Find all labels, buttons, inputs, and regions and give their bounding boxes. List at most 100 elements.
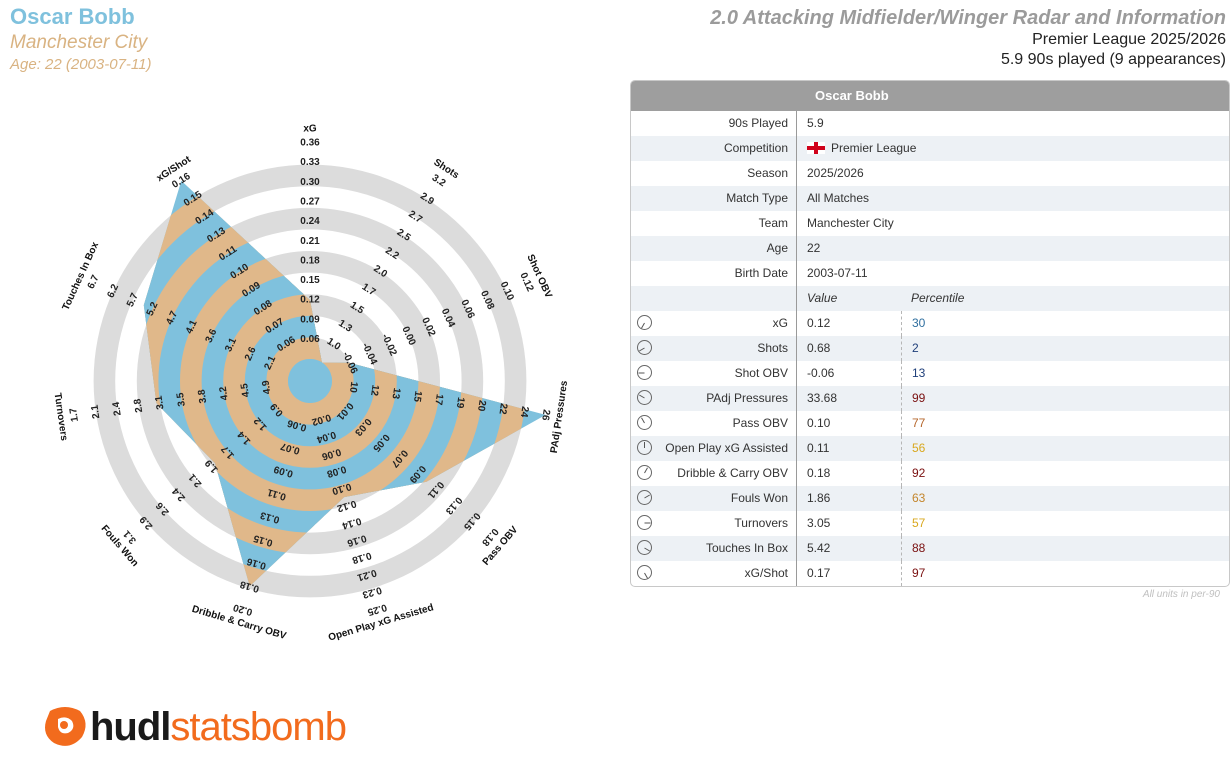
metric-row: Shots 0.68 2 [631, 336, 1229, 361]
metric-label: xG [772, 316, 788, 330]
metric-row: Shot OBV -0.06 13 [631, 361, 1229, 386]
tick-label: 17 [432, 393, 445, 406]
radar-chart: 0.06 0.09 0.12 0.15 0.18 0.21 0.24 0.27 0.30 0.33… [52, 124, 571, 644]
tick-label: 0.15 [252, 532, 274, 548]
metric-row: Open Play xG Assisted 0.11 56 [631, 436, 1229, 461]
tick-label: 0.20 [232, 601, 254, 617]
tick-label: 13 [389, 387, 402, 400]
tick-label: 6.7 [86, 273, 102, 291]
metric-percentile: 2 [901, 336, 919, 361]
clock-icon [637, 540, 652, 555]
metric-value: -0.06 [807, 366, 835, 380]
metric-percentile: 88 [901, 536, 925, 561]
metric-value: 0.12 [807, 316, 831, 330]
info-label: Competition [631, 136, 797, 161]
tick-label: 0.18 [350, 549, 372, 565]
tick-label: 0.25 [366, 601, 388, 617]
league-season: Premier League 2025/2026 [1032, 31, 1226, 48]
metric-percentile: 57 [901, 511, 925, 536]
tick-label: 12 [368, 384, 381, 397]
info-value: 5.9 [807, 116, 824, 130]
tick-label: 2.1 [263, 354, 279, 372]
info-row: Season 2025/2026 [631, 161, 1229, 186]
metrics-header-row: Value Percentile [631, 286, 1229, 311]
metric-percentile: 97 [901, 561, 925, 586]
metric-row: Turnovers 3.05 57 [631, 511, 1229, 536]
info-table: Oscar Bobb 90s Played 5.9 Competition Pr… [630, 80, 1230, 587]
table-title: Oscar Bobb [631, 81, 1229, 111]
axis-label: PAdj Pressures [549, 379, 570, 453]
tick-label: 0.09 [300, 314, 320, 325]
info-row: 90s Played 5.9 [631, 111, 1229, 136]
metric-value: 0.10 [807, 416, 831, 430]
tick-label: 0.12 [335, 498, 357, 514]
tick-label: 6.2 [105, 282, 121, 300]
info-row: Match Type All Matches [631, 186, 1229, 211]
statsbomb-logo-icon [45, 707, 86, 746]
tick-label: 0.06 [300, 334, 320, 345]
metric-label: Touches In Box [705, 541, 788, 555]
tick-label: 3.1 [154, 394, 167, 410]
tick-label: 4.2 [218, 385, 231, 401]
tick-label: 19 [454, 396, 467, 409]
tick-label: 10 [347, 381, 360, 394]
player-name: Oscar Bobb [10, 4, 135, 29]
tick-label: 4.5 [239, 382, 252, 398]
metric-row: PAdj Pressures 33.68 99 [631, 386, 1229, 411]
metric-value: 0.17 [807, 566, 831, 580]
radar-title: 2.0 Attacking Midfielder/Winger Radar an… [710, 7, 1226, 29]
tick-label: 0.06 [286, 417, 308, 433]
tick-label: 4.9 [260, 379, 273, 395]
info-value: 22 [807, 241, 821, 255]
metric-value: 0.68 [807, 341, 831, 355]
metric-percentile: 99 [901, 386, 925, 411]
tick-label: 2.1 [89, 404, 102, 420]
metric-value: 1.86 [807, 491, 831, 505]
clock-icon [637, 315, 652, 330]
clock-icon [637, 365, 652, 380]
metric-label: PAdj Pressures [706, 391, 788, 405]
clock-icon [637, 515, 652, 530]
metric-row: Dribble & Carry OBV 0.18 92 [631, 461, 1229, 486]
tick-label: 4.7 [164, 309, 180, 327]
metric-value: 0.11 [807, 441, 830, 455]
tick-label: 0.12 [300, 295, 320, 306]
tick-label: 0.07 [279, 440, 301, 456]
metric-label: xG/Shot [744, 566, 788, 580]
units-footnote: All units in per-90 [1142, 589, 1220, 600]
metric-percentile: 13 [901, 361, 925, 386]
clock-icon [637, 390, 652, 405]
metric-value: 5.42 [807, 541, 831, 555]
metric-label: Pass OBV [732, 416, 788, 430]
tick-label: 3.6 [204, 327, 220, 345]
england-flag-icon [807, 142, 825, 154]
info-label: Age [631, 236, 797, 261]
info-value: 2025/2026 [807, 166, 864, 180]
metric-percentile: 63 [901, 486, 925, 511]
player-header: Oscar Bobb Manchester City Age: 22 (2003… [10, 4, 151, 74]
metric-row: xG 0.12 30 [631, 311, 1229, 336]
tick-label: 2.6 [243, 345, 259, 363]
info-row: Team Manchester City [631, 211, 1229, 236]
tick-label: 0.14 [340, 515, 362, 531]
metric-percentile: 92 [901, 461, 925, 486]
metric-label: Turnovers [734, 516, 788, 530]
info-label: Season [631, 161, 797, 186]
metric-label: Fouls Won [730, 491, 788, 505]
axis-label: xG [303, 124, 317, 135]
percentile-header: Percentile [911, 291, 965, 305]
tick-label: 24 [518, 405, 531, 418]
metric-value: 33.68 [807, 391, 838, 405]
tick-label: 4.1 [184, 318, 200, 336]
tick-label: 0.02 [310, 411, 332, 427]
tick-label: 3.8 [196, 388, 209, 404]
info-row: Birth Date 2003-07-11 [631, 261, 1229, 286]
logo-text: hudlstatsbomb [90, 705, 347, 749]
played-line: 5.9 90s played (9 appearances) [1000, 51, 1226, 68]
metric-label: Open Play xG Assisted [665, 441, 788, 455]
metric-percentile: 30 [901, 311, 925, 336]
tick-label: 0.18 [300, 255, 320, 266]
tick-label: 0.18 [238, 578, 260, 594]
tick-label: 0.10 [330, 480, 352, 496]
tick-label: 0.30 [300, 177, 320, 188]
